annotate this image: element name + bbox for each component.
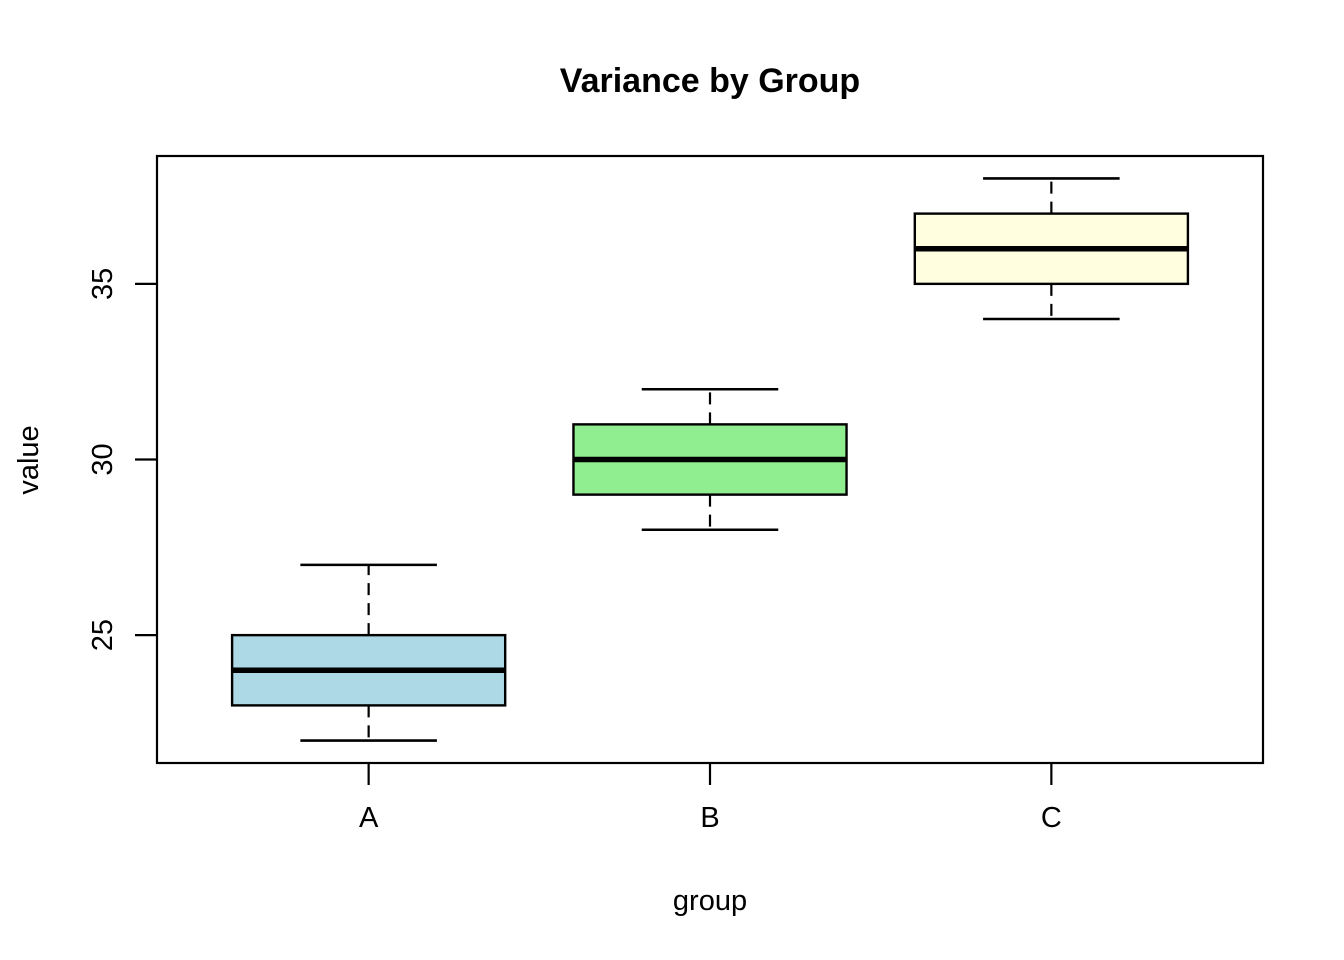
y-tick-label: 30 [87,443,119,475]
plot-area: 25 30 35 A B C [87,154,1265,834]
x-tick-label: B [700,802,719,834]
box-group-a [230,563,507,742]
y-tick-label: 35 [87,268,119,300]
box-group-c [913,177,1190,321]
x-axis-label: group [673,885,747,917]
x-tick-label: C [1041,802,1062,834]
y-tick-label: 25 [87,619,119,651]
y-axis-label: value [13,425,45,494]
chart-title: Variance by Group [560,62,860,100]
x-tick-label: A [359,802,379,834]
box-group-b [572,387,848,532]
